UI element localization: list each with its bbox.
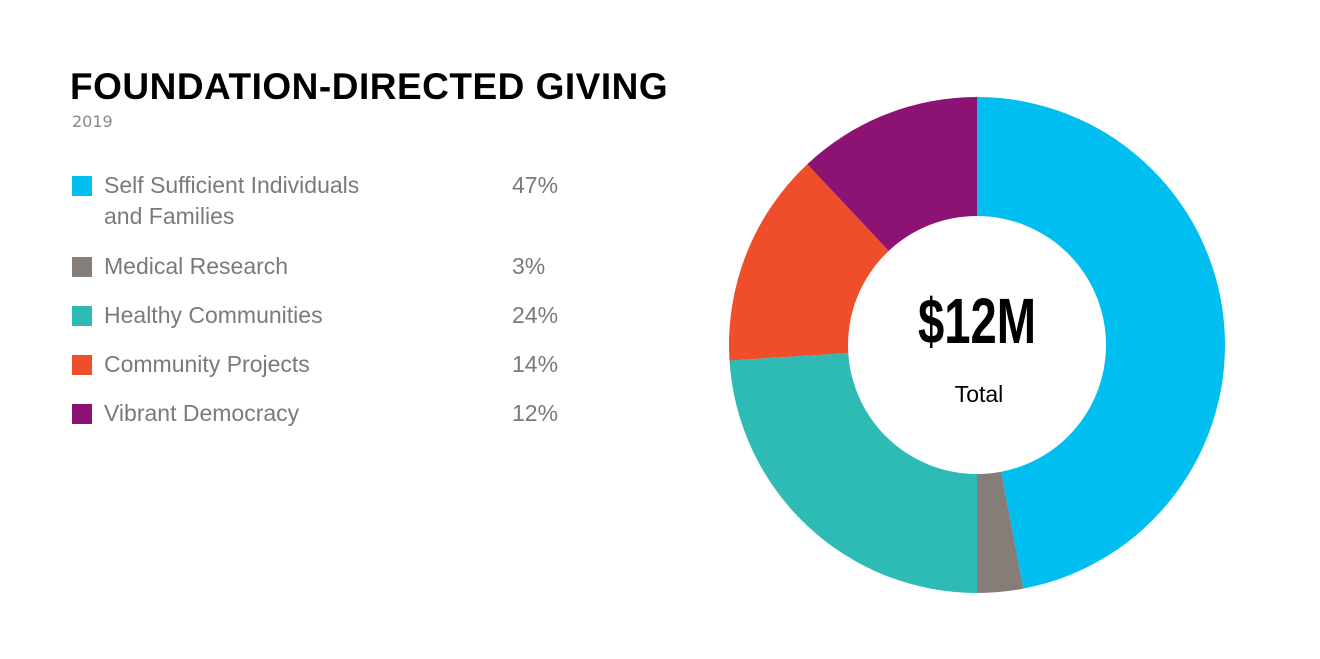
legend-swatch xyxy=(72,306,92,326)
legend-item: Medical Research 3% xyxy=(72,251,592,300)
donut-segment xyxy=(977,97,1225,589)
legend-label: Healthy Communities xyxy=(104,302,323,328)
center-label: $12M xyxy=(918,285,1036,357)
chart-subtitle: 2019 xyxy=(72,112,113,131)
legend-item: Healthy Communities 24% xyxy=(72,300,592,349)
legend-label: Community Projects xyxy=(104,351,310,377)
legend-item: Self Sufficient Individuals and Families… xyxy=(72,170,592,251)
value-label: 14% xyxy=(512,351,559,377)
value-label: 24% xyxy=(512,302,559,328)
legend-label: Medical Research xyxy=(104,253,289,279)
donut-segment xyxy=(807,97,977,251)
value-label: 12% xyxy=(512,400,559,426)
donut-segment xyxy=(977,471,1024,593)
legend-swatch xyxy=(72,176,92,196)
legend-item: Vibrant Democracy 12% xyxy=(72,398,592,447)
donut-segment xyxy=(729,353,977,593)
center-sublabel: Total xyxy=(955,381,1004,407)
legend-label: Self Sufficient Individuals and Families xyxy=(104,172,360,229)
legend-swatch xyxy=(72,355,92,375)
legend-item: Community Projects 14% xyxy=(72,349,592,398)
value-label: 3% xyxy=(512,253,546,279)
chart-title: FOUNDATION-DIRECTED GIVING xyxy=(70,66,669,107)
legend-label: Vibrant Democracy xyxy=(104,400,300,426)
legend-swatch xyxy=(72,404,92,424)
value-label: 47% xyxy=(512,172,559,198)
donut-segment xyxy=(729,164,889,361)
legend: Self Sufficient Individuals and Families… xyxy=(72,170,592,447)
legend-swatch xyxy=(72,257,92,277)
